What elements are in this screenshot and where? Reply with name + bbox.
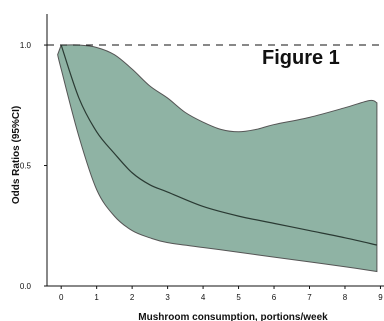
x-tick-label: 7 <box>307 293 312 302</box>
confidence-band <box>57 44 378 273</box>
estimate-line <box>60 44 378 246</box>
x-tick-label: 9 <box>378 293 383 302</box>
x-tick-label: 1 <box>94 293 99 302</box>
x-tick-label: 2 <box>130 293 135 302</box>
x-tick-label: 4 <box>201 293 206 302</box>
x-tick-label: 8 <box>343 293 348 302</box>
x-tick-label: 5 <box>236 293 241 302</box>
x-axis-title: Mushroom consumption, portions/week <box>138 312 328 321</box>
figure-label: Figure 1 <box>262 47 340 69</box>
y-tick-label: 1.0 <box>20 41 32 50</box>
plot-area <box>47 44 384 273</box>
y-axis-title: Odds Ratios (95%CI) <box>11 106 22 204</box>
y-tick-label: 0.0 <box>20 282 32 291</box>
y-tick-label: 0.5 <box>20 162 32 171</box>
axis-ticks: 0 1 2 3 4 5 6 7 8 9 0.0 0.5 1.0 <box>20 41 383 302</box>
x-tick-label: 6 <box>272 293 277 302</box>
x-tick-label: 3 <box>165 293 170 302</box>
x-tick-label: 0 <box>59 293 64 302</box>
